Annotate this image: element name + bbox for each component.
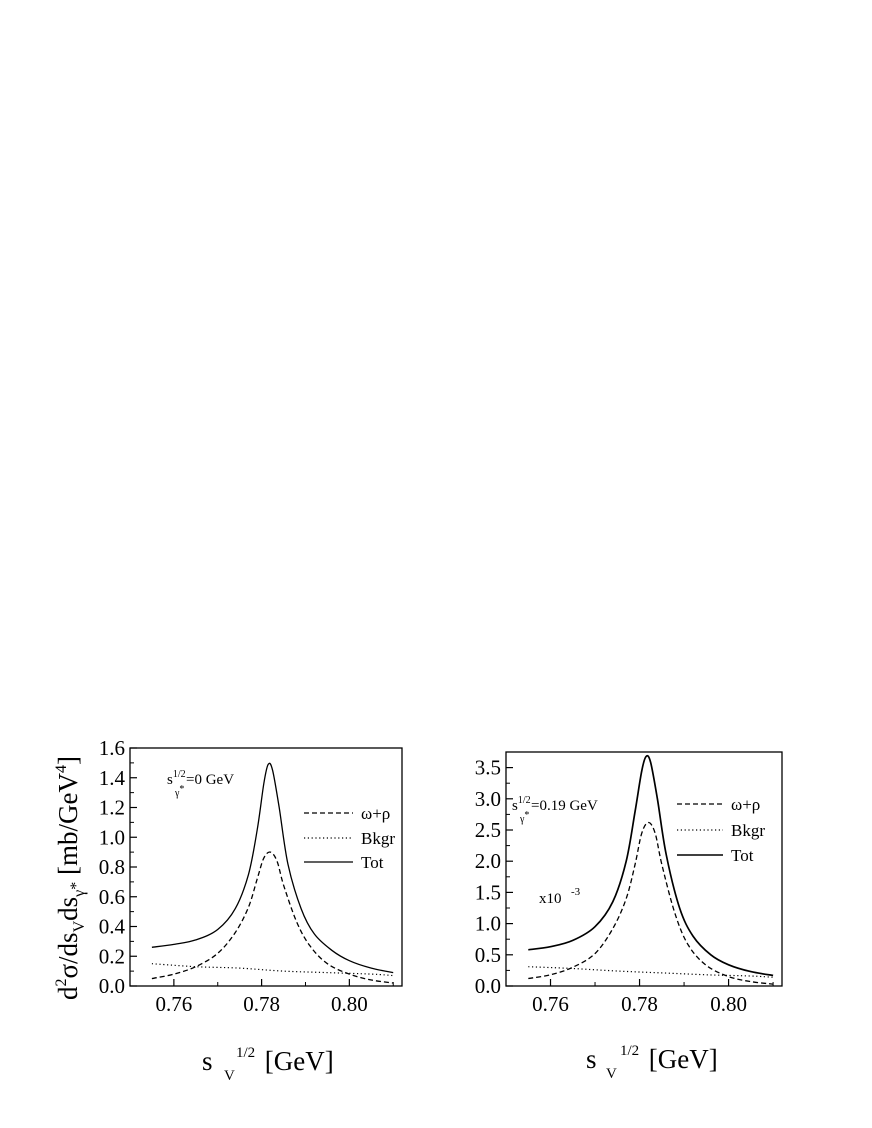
svg-text:-3: -3 — [571, 886, 581, 898]
series-bkgr-curve — [151, 963, 394, 977]
svg-text:γ*: γ* — [174, 784, 184, 799]
right-plot-frame — [505, 751, 783, 987]
legend-label-tot: Tot — [731, 846, 754, 865]
svg-text:γ*: γ* — [519, 810, 529, 825]
y-tick-label: 0.5 — [475, 943, 501, 967]
scale-note: x10 -3 — [539, 886, 581, 907]
left-legend: ω+ρ Bkgr Tot — [304, 804, 395, 872]
x-tick-label: 0.78 — [621, 992, 658, 1016]
x-tick-label: 0.76 — [155, 992, 192, 1016]
annot-sup: 1/2 — [173, 769, 186, 780]
y-tick-label: 2.0 — [475, 849, 501, 873]
annot-star: * — [179, 784, 184, 795]
svg-text:V: V — [224, 1068, 235, 1084]
right-panel: 0.76 0.78 0.80 0.0 0.5 1.0 1.5 2.0 2.5 3.0 3.5 ω+ρ… — [475, 751, 783, 1082]
right-x-axis-title: s V 1/2 [GeV] — [586, 1043, 718, 1082]
x-tick-label: 0.80 — [710, 992, 747, 1016]
annot-sub-gamma: γ — [174, 788, 180, 799]
svg-text:[GeV]: [GeV] — [258, 1046, 334, 1076]
y-tick-label: 3.0 — [475, 787, 501, 811]
series-tot-curve — [528, 754, 774, 977]
left-annotation-value: =0 GeV — [186, 772, 234, 788]
legend-label-bkgr: Bkgr — [361, 829, 395, 848]
x-tick-label: 0.78 — [243, 992, 280, 1016]
svg-text:s1/2: s1/2 — [512, 795, 531, 814]
legend-label-omega-rho: ω+ρ — [361, 804, 390, 823]
annot-s: s — [167, 772, 173, 788]
series-tot-curve — [151, 762, 394, 974]
y-tick-label: 1.0 — [99, 825, 125, 849]
series--curve — [151, 851, 394, 984]
svg-text:x10: x10 — [539, 891, 562, 907]
svg-text:V: V — [606, 1066, 617, 1082]
svg-text:s: s — [586, 1044, 597, 1074]
y-tick-label: 2.5 — [475, 818, 501, 842]
svg-text:d2σ/dsVdsγ* [mb/GeV4]: d2σ/dsVdsγ* [mb/GeV4] — [53, 756, 88, 1000]
y-tick-label: 3.5 — [475, 756, 501, 780]
y-tick-label: 1.2 — [99, 796, 125, 820]
left-panel: 0.76 0.78 0.800.00.20.40.60.81.01.21.41.6 … — [53, 736, 403, 1084]
y-tick-label: 1.0 — [475, 912, 501, 936]
svg-text:[GeV]: [GeV] — [642, 1044, 718, 1074]
left-ticks: 0.76 0.78 0.80 0.0 0.2 0.4 0.6 0.8 1.0 1.2 1.4 1.6 — [99, 736, 394, 1016]
y-tick-label: 0.6 — [99, 885, 125, 909]
y-tick-label: 0.4 — [99, 915, 126, 939]
left-curves — [151, 762, 394, 984]
y-tick-label: 0.0 — [99, 974, 125, 998]
svg-text:1/2: 1/2 — [236, 1045, 255, 1061]
y-tick-label: 0.2 — [99, 944, 125, 968]
right-annotation-value: =0.19 GeV — [531, 798, 598, 814]
series--curve — [528, 821, 774, 985]
left-annotation: s1/2 γ* =0 GeV — [167, 769, 234, 799]
right-curves — [528, 754, 774, 985]
legend-label-bkgr: Bkgr — [731, 821, 765, 840]
left-y-axis-title: d2σ/dsVdsγ* [mb/GeV4] — [53, 756, 88, 1000]
x-tick-label: 0.76 — [532, 992, 569, 1016]
legend-label-omega-rho: ω+ρ — [731, 795, 760, 814]
y-tick-label: 1.4 — [99, 766, 126, 790]
series-bkgr-curve — [528, 966, 774, 978]
right-ticks: 0.76 0.78 0.80 0.0 0.5 1.0 1.5 2.0 2.5 3.0 3.5 — [475, 756, 774, 1016]
svg-text:1/2: 1/2 — [620, 1043, 639, 1059]
left-x-axis-title: s V 1/2 [GeV] — [202, 1045, 334, 1084]
legend-label-tot: Tot — [361, 853, 384, 872]
svg-text:s1/2: s1/2 — [167, 769, 186, 788]
right-legend: ω+ρ Bkgr Tot — [677, 795, 765, 865]
y-tick-label: 1.6 — [99, 736, 125, 760]
x-tick-label: 0.80 — [331, 992, 368, 1016]
right-annotation: s1/2 γ* =0.19 GeV — [512, 795, 598, 825]
svg-text:s: s — [202, 1046, 213, 1076]
y-tick-label: 0.8 — [99, 855, 125, 879]
y-tick-label: 0.0 — [475, 974, 501, 998]
y-tick-label: 1.5 — [475, 880, 501, 904]
